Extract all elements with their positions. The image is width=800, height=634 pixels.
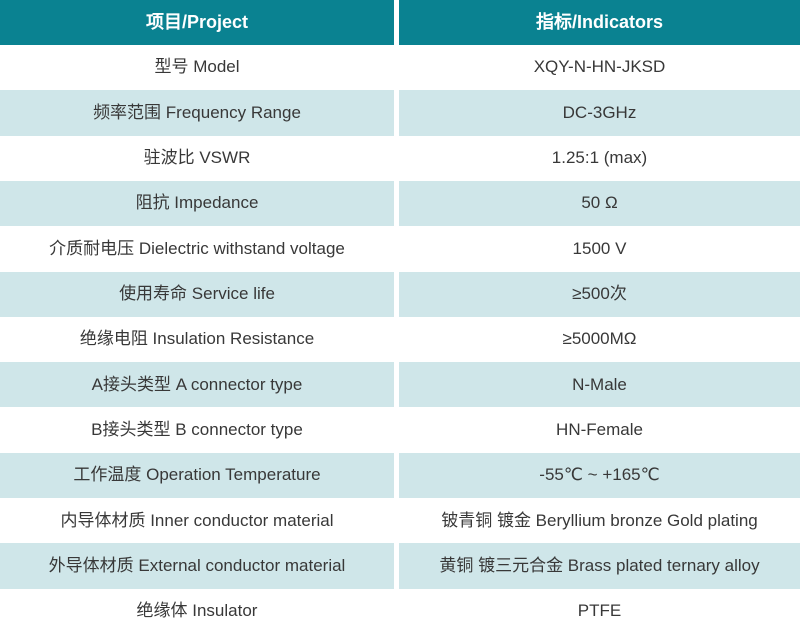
indicator-cell: XQY-N-HN-JKSD (394, 45, 800, 91)
table-row: 型号 Model XQY-N-HN-JKSD (0, 45, 800, 91)
table-row: B接头类型 B connector type HN-Female (0, 407, 800, 453)
indicator-cell: 1.25:1 (max) (394, 135, 800, 181)
table-row: 驻波比 VSWR 1.25:1 (max) (0, 135, 800, 181)
table-row: 阻抗 Impedance 50 Ω (0, 180, 800, 227)
project-cell: 绝缘电阻 Insulation Resistance (79, 329, 315, 349)
table-row: 使用寿命 Service life ≥500次 (0, 271, 800, 317)
indicator-cell: ≥500次 (394, 271, 800, 317)
table-row: 外导体材质 External conductor material 黄铜 镀三元… (0, 543, 800, 589)
table-row: 内导体材质 Inner conductor material 铍青铜 镀金 Be… (0, 498, 800, 544)
table-row: 频率范围 Frequency Range DC-3GHz (0, 90, 800, 136)
indicator-cell: 50 Ω (394, 180, 800, 227)
project-cell: 频率范围 Frequency Range (93, 102, 301, 122)
table-row: 介质耐电压 Dielectric withstand voltage 1500 … (0, 226, 800, 272)
indicator-cell: DC-3GHz (394, 90, 800, 136)
project-cell: 阻抗 Impedance (135, 193, 259, 213)
indicator-cell: 铍青铜 镀金 Beryllium bronze Gold plating (394, 498, 800, 544)
table-row: 绝缘电阻 Insulation Resistance ≥5000MΩ (0, 316, 800, 363)
indicator-cell: N-Male (394, 362, 800, 408)
table-header-row: 项目/Project 指标/Indicators (0, 0, 800, 45)
project-cell: 介质耐电压 Dielectric withstand voltage (49, 238, 345, 258)
project-cell: A接头类型 A connector type (91, 374, 303, 394)
project-cell: 使用寿命 Service life (119, 283, 275, 303)
table-row: 绝缘体 Insulator PTFE (0, 588, 800, 634)
project-cell: 驻波比 VSWR (143, 148, 251, 168)
indicator-cell: ≥5000MΩ (394, 316, 800, 363)
project-cell: 绝缘体 Insulator (136, 601, 258, 621)
project-cell: 工作温度 Operation Temperature (73, 465, 321, 485)
project-cell: B接头类型 B connector type (91, 419, 303, 439)
project-cell: 内导体材质 Inner conductor material (60, 510, 334, 530)
project-cell: 外导体材质 External conductor material (48, 555, 346, 575)
indicator-cell: 1500 V (394, 226, 800, 272)
header-project: 项目/Project (145, 11, 249, 32)
indicator-cell: HN-Female (394, 407, 800, 453)
header-indicators: 指标/Indicators (394, 0, 800, 45)
indicator-cell: 黄铜 镀三元合金 Brass plated ternary alloy (394, 543, 800, 589)
table-row: 工作温度 Operation Temperature -55℃ ~ +165℃ (0, 452, 800, 499)
project-cell: 型号 Model (154, 57, 240, 77)
indicator-cell: -55℃ ~ +165℃ (394, 452, 800, 499)
indicator-cell: PTFE (394, 588, 800, 634)
table-row: A接头类型 A connector type N-Male (0, 362, 800, 408)
